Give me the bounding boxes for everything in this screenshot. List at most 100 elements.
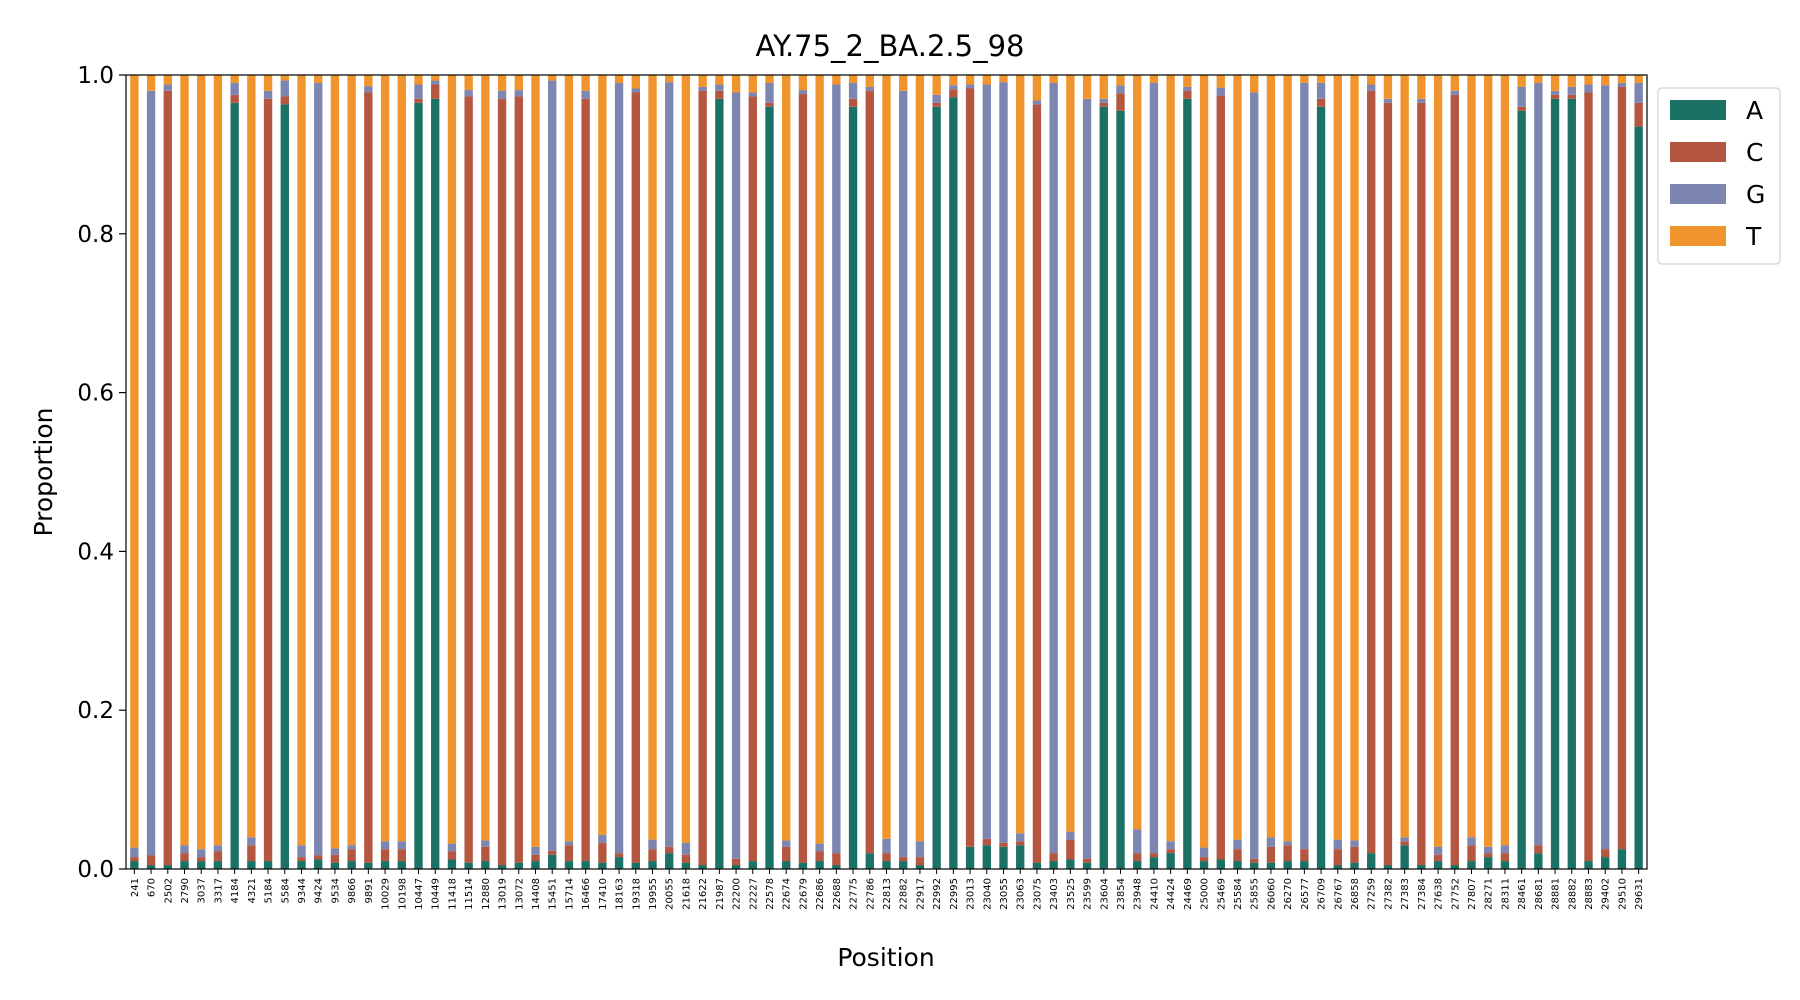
x-tick-label: 23013	[966, 878, 977, 910]
bar-segment-T-2790	[180, 75, 189, 846]
bar-segment-A-2502	[163, 865, 172, 869]
bar-segment-G-24469	[1183, 86, 1192, 91]
x-axis-ticks: 241 670 2502 2790 3037 3317 4184 4321 5184 5584 93…	[130, 869, 1645, 910]
x-tick-label: 23040	[982, 878, 993, 910]
bar-segment-C-20055	[665, 846, 674, 854]
bar-segment-A-22686	[815, 861, 824, 869]
bar-segment-C-27638	[1433, 854, 1443, 862]
bar-segment-A-29631	[1634, 126, 1643, 870]
bar-segment-G-28882	[1567, 86, 1576, 95]
bar-segment-T-23403	[1049, 75, 1058, 83]
x-tick-label: 23063	[1016, 878, 1027, 910]
bar-segment-A-11514	[464, 862, 473, 869]
x-tick-label: 4184	[230, 878, 241, 903]
x-tick-label: 11514	[464, 878, 475, 910]
bar-segment-T-26858	[1350, 75, 1359, 841]
bar-segment-T-27383	[1400, 75, 1409, 838]
bar-segment-G-11514	[464, 90, 473, 97]
bar-segment-C-27382	[1383, 102, 1393, 866]
bar-segment-G-12880	[481, 840, 490, 847]
bar-segment-A-23403	[1049, 861, 1058, 869]
x-tick-label: 22688	[832, 878, 843, 910]
x-tick-label: 28461	[1517, 878, 1528, 910]
x-tick-label: 11418	[447, 878, 458, 910]
bar-segment-A-23040	[982, 845, 991, 869]
bar-segment-G-3317	[213, 845, 223, 852]
bar-segment-T-22674	[782, 75, 791, 841]
x-tick-label: 14408	[531, 878, 542, 910]
bar-segment-G-21622	[698, 86, 707, 91]
x-tick-label: 26858	[1350, 878, 1361, 910]
bar-segment-A-28882	[1567, 98, 1576, 869]
bar-segment-A-22688	[832, 865, 841, 869]
bar-segment-A-26577	[1300, 861, 1309, 869]
bar-segment-A-22992	[932, 106, 941, 869]
bar-segment-T-26709	[1316, 75, 1326, 83]
bar-segment-C-3037	[197, 857, 206, 862]
bar-segment-C-23055	[999, 842, 1008, 847]
bar-segment-A-23063	[1016, 845, 1025, 869]
bar-segment-G-14408	[531, 846, 540, 855]
bar-segment-A-23075	[1032, 862, 1042, 869]
bar-segment-T-19955	[648, 75, 657, 840]
y-tick-label: 1.0	[77, 63, 114, 89]
legend-swatch-C	[1670, 142, 1726, 162]
bar-segment-C-4321	[247, 845, 256, 862]
bar-segment-G-9866	[347, 845, 356, 850]
bar-segment-T-241	[130, 75, 139, 848]
bar-segment-G-9344	[297, 845, 306, 858]
bar-segment-G-23854	[1116, 85, 1125, 94]
bar-segment-G-22813	[882, 838, 891, 854]
bar-segment-G-23525	[1066, 831, 1075, 840]
y-tick-label: 0.4	[77, 539, 114, 565]
x-tick-label: 13072	[514, 878, 525, 910]
bar-segment-T-24469	[1183, 75, 1192, 87]
x-tick-label: 27259	[1367, 878, 1378, 910]
bar-segment-T-22227	[748, 75, 757, 93]
bar-segment-G-22882	[899, 90, 908, 858]
bar-segment-C-9534	[330, 854, 340, 863]
bar-segment-G-23403	[1049, 82, 1058, 854]
bar-segment-C-29631	[1634, 102, 1643, 127]
bar-segment-G-22227	[748, 92, 757, 97]
bar-segment-G-27384	[1417, 98, 1426, 103]
x-tick-label: 241	[130, 878, 141, 897]
bar-segment-T-22995	[949, 75, 958, 86]
bar-segment-G-25469	[1216, 87, 1225, 96]
bar-segment-T-21618	[681, 75, 691, 843]
x-tick-label: 15451	[548, 878, 559, 910]
bar-segment-T-2502	[163, 75, 172, 85]
bar-segment-G-26270	[1283, 841, 1292, 846]
bar-segment-A-22917	[915, 865, 925, 869]
bar-segment-C-23604	[1099, 102, 1108, 107]
bar-segment-G-28461	[1517, 86, 1526, 107]
bar-segment-A-20055	[665, 853, 674, 869]
legend-label-C: C	[1746, 138, 1763, 167]
bar-segment-T-29510	[1617, 75, 1627, 83]
x-tick-label: 15714	[564, 878, 575, 910]
bar-segment-T-23055	[999, 75, 1008, 83]
x-tick-label: 23055	[999, 878, 1010, 910]
bar-segment-T-23063	[1016, 75, 1025, 834]
x-tick-label: 22786	[865, 878, 876, 910]
bar-segment-G-25855	[1250, 92, 1259, 859]
bar-segment-C-28883	[1584, 92, 1593, 862]
bar-segment-T-25000	[1199, 75, 1209, 848]
bar-segment-A-27638	[1433, 861, 1443, 869]
bar-segment-T-20055	[665, 75, 674, 83]
bar-segment-C-25000	[1199, 857, 1209, 862]
bar-segment-G-241	[130, 847, 139, 858]
bar-segment-T-26060	[1266, 75, 1276, 838]
bar-segment-T-24424	[1166, 75, 1175, 842]
bar-segment-A-3317	[213, 861, 223, 869]
bar-segment-G-22674	[782, 840, 791, 847]
x-tick-label: 28881	[1551, 878, 1562, 910]
bar-segment-A-19318	[631, 862, 640, 869]
bar-segment-A-3037	[197, 861, 206, 869]
bar-segment-A-10449	[431, 98, 440, 869]
bar-segment-G-28681	[1534, 82, 1543, 846]
bar-segment-T-24410	[1149, 75, 1159, 83]
y-tick-label: 0.0	[77, 857, 114, 883]
bar-segment-A-23525	[1066, 859, 1075, 869]
bar-segment-G-5184	[263, 90, 273, 99]
